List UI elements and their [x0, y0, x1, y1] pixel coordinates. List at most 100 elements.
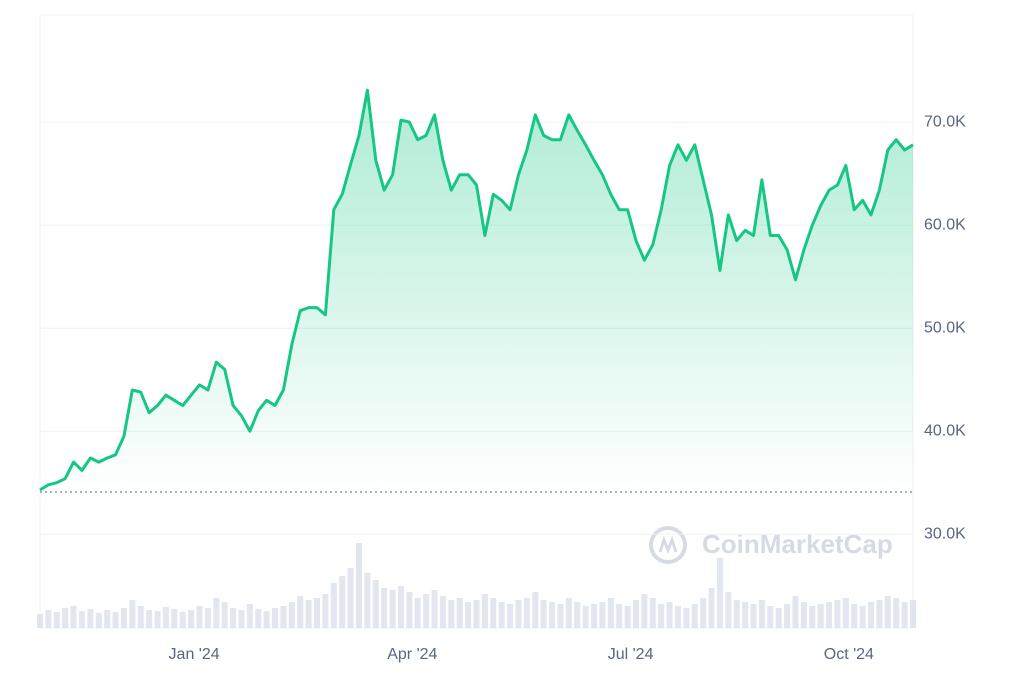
volume-bar [884, 596, 891, 628]
volume-bar [683, 608, 690, 628]
volume-bar [674, 606, 681, 628]
volume-bar [507, 604, 514, 628]
volume-bar [255, 609, 262, 628]
volume-bar [381, 588, 388, 628]
volume-bar [230, 608, 237, 628]
volume-bar [465, 602, 472, 628]
volume-bar [347, 568, 354, 628]
area [40, 90, 913, 493]
volume-bar [364, 573, 371, 628]
volume-bar [716, 558, 723, 628]
volume-bar [372, 580, 379, 628]
volume-bar [515, 600, 522, 628]
volume-bar [196, 606, 203, 628]
volume-bar [876, 600, 883, 628]
volume-bar [305, 600, 312, 628]
volume-bar [742, 602, 749, 628]
volume-bar [549, 602, 556, 628]
volume-bar [817, 604, 824, 628]
volume-bar [448, 600, 455, 628]
volume-bar [179, 612, 186, 628]
volume-bar [481, 594, 488, 628]
volume-bar [691, 604, 698, 628]
volume-bar [87, 609, 94, 628]
volume-bar [557, 604, 564, 628]
watermark: CoinMarketCap [702, 529, 893, 559]
volume-bar [171, 609, 178, 628]
volume-bar [666, 602, 673, 628]
volume-bar [314, 598, 321, 628]
volume-bar [901, 602, 908, 628]
y-tick-label: 50.0K [924, 319, 966, 336]
volume-bar [758, 600, 765, 628]
volume-bar [868, 602, 875, 628]
volume-bar [456, 598, 463, 628]
volume-bar [775, 608, 782, 628]
volume-bar [910, 600, 916, 628]
volume-bar [540, 600, 547, 628]
x-tick-label: Jan '24 [169, 646, 220, 663]
volume-bar [532, 592, 539, 628]
y-tick-label: 70.0K [924, 113, 966, 130]
volume-bar [389, 590, 396, 628]
volume-bar [851, 604, 858, 628]
volume-bar [750, 604, 757, 628]
volume-bar [658, 604, 665, 628]
volume-bar [129, 600, 136, 628]
volume-bar [591, 604, 598, 628]
volume-bar [137, 606, 144, 628]
volume-bar [439, 596, 446, 628]
volume-bar [423, 594, 430, 628]
volume-bar [792, 596, 799, 628]
volume-bar [826, 602, 833, 628]
x-tick-label: Oct '24 [824, 646, 874, 663]
volume-bar [246, 604, 253, 628]
volume-bar [599, 602, 606, 628]
x-tick-label: Jul '24 [608, 646, 654, 663]
volume-bar [204, 608, 211, 628]
volume-bar [70, 606, 77, 628]
volume-bar [565, 598, 572, 628]
volume-bar [104, 610, 111, 628]
volume-bar [406, 592, 413, 628]
volume-bar [297, 596, 304, 628]
volume-bar [330, 583, 337, 628]
volume-bar [641, 594, 648, 628]
volume-bar [490, 598, 497, 628]
volume-bar [708, 588, 715, 628]
volume-bar [725, 592, 732, 628]
volume-bar [842, 598, 849, 628]
volume-bar [523, 598, 530, 628]
volume-bar [574, 602, 581, 628]
volume-bar [414, 598, 421, 628]
volume-bar [473, 600, 480, 628]
volume-bar [162, 607, 169, 628]
y-tick-label: 40.0K [924, 422, 966, 439]
volume-bar [624, 606, 631, 628]
volume-bar [154, 611, 161, 628]
volume-bar [112, 612, 119, 628]
volume-bar [263, 611, 270, 628]
volume-bar [280, 606, 287, 628]
volume-bar [288, 602, 295, 628]
y-tick-label: 60.0K [924, 216, 966, 233]
volume-bar [95, 613, 102, 628]
volume-bar [784, 604, 791, 628]
volume-bar [431, 590, 438, 628]
volume-bar [272, 608, 279, 628]
volume-bar [582, 606, 589, 628]
volume-bar [238, 610, 245, 628]
volume-bar [37, 614, 43, 628]
volume-bar [62, 608, 69, 628]
volume-bar [355, 543, 362, 628]
volume-bar [78, 611, 85, 628]
volume-bar [397, 586, 404, 628]
volume-bar [767, 606, 774, 628]
volume-bar [53, 612, 60, 628]
watermark-logo [649, 526, 687, 564]
volume-bar [809, 606, 816, 628]
volume-bar [45, 610, 52, 628]
volume-bar [322, 594, 329, 628]
volume-bar [607, 598, 614, 628]
